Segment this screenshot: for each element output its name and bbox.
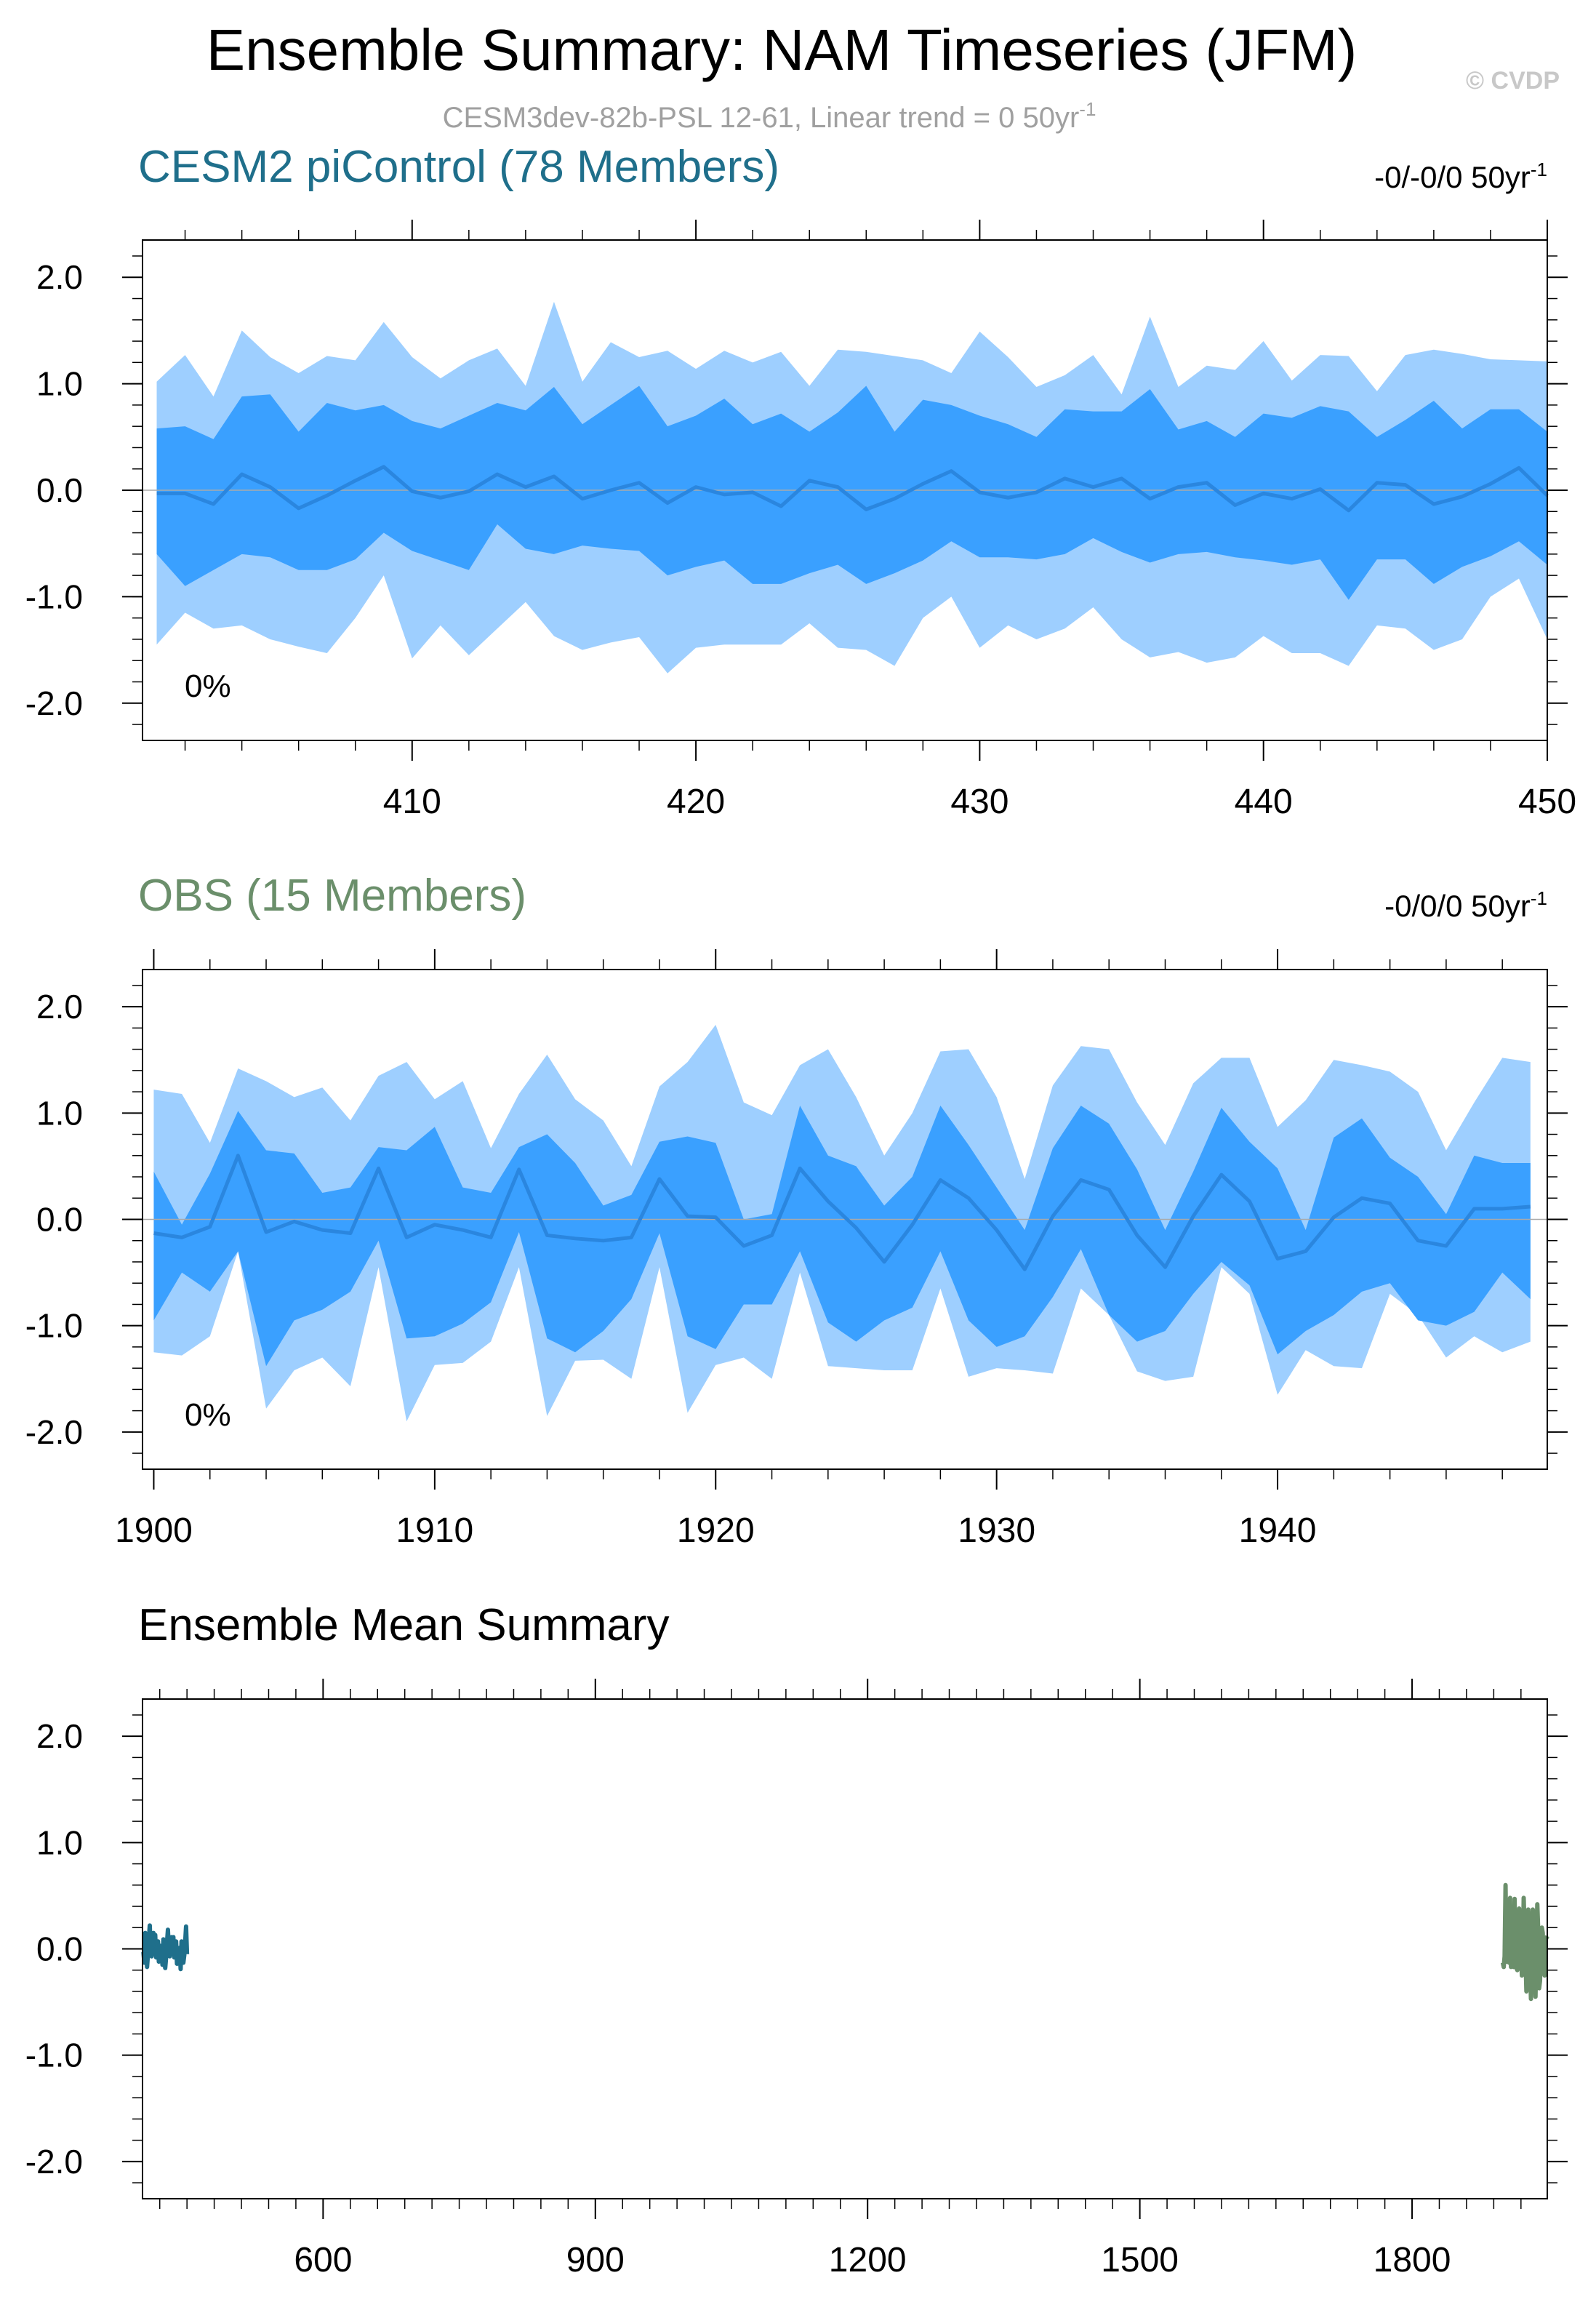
x-tick-label: 1920 bbox=[677, 1511, 755, 1550]
y-tick-label: 1.0 bbox=[36, 1823, 83, 1861]
obs-ensemble-panel: OBS (15 Members) -0/0/0 50yr-1 0% 2.0 1.0 0… bbox=[25, 871, 1568, 1550]
x-tick-label: 1800 bbox=[1374, 2241, 1451, 2279]
y-tick-label: 1.0 bbox=[36, 365, 83, 403]
y-tick-label: -2.0 bbox=[25, 2143, 83, 2181]
obs-trend-superscript: -1 bbox=[1531, 887, 1547, 909]
x-tick-label: 600 bbox=[294, 2241, 352, 2279]
model-ensemble-panel: CESM2 piControl (78 Members) -0/-0/0 50y… bbox=[25, 142, 1576, 821]
y-tick-label: 1.0 bbox=[36, 1094, 83, 1132]
x-tick-label: 410 bbox=[383, 783, 441, 821]
watermark: © CVDP bbox=[1466, 67, 1560, 95]
x-tick-label: 450 bbox=[1518, 783, 1576, 821]
x-tick-label: 420 bbox=[667, 783, 725, 821]
obs-trend-label: -0/0/0 50yr-1 bbox=[1384, 887, 1547, 923]
subtitle-superscript: -1 bbox=[1079, 98, 1096, 120]
y-tick-label: -1.0 bbox=[25, 1307, 83, 1345]
x-tick-label: 440 bbox=[1235, 783, 1293, 821]
x-tick-label: 1200 bbox=[829, 2241, 907, 2279]
model-trend-label: -0/-0/0 50yr-1 bbox=[1374, 159, 1547, 194]
y-tick-label: -2.0 bbox=[25, 1413, 83, 1451]
model-panel-title: CESM2 piControl (78 Members) bbox=[138, 142, 779, 192]
y-tick-label: -1.0 bbox=[25, 577, 83, 615]
x-tick-label: 430 bbox=[950, 783, 1008, 821]
ensemble-mean-panel: Ensemble Mean Summary 2.0 1.0 0.0 -1.0 -2.0 6… bbox=[25, 1600, 1568, 2279]
obs-mean-series bbox=[1500, 1882, 1549, 2002]
x-tick-label: 1900 bbox=[115, 1511, 193, 1550]
y-tick-label: -2.0 bbox=[25, 684, 83, 722]
model-trend-superscript: -1 bbox=[1531, 159, 1547, 180]
x-tick-label: 1500 bbox=[1101, 2241, 1179, 2279]
inner-range-band bbox=[153, 1106, 1531, 1367]
percent-label: 0% bbox=[185, 668, 231, 704]
percent-label: 0% bbox=[185, 1397, 231, 1433]
obs-trend-text: -0/0/0 50yr bbox=[1384, 889, 1531, 923]
x-tick-label: 1940 bbox=[1239, 1511, 1317, 1550]
y-tick-label: -1.0 bbox=[25, 2037, 83, 2074]
y-tick-label: 2.0 bbox=[36, 988, 83, 1026]
x-tick-label: 900 bbox=[566, 2241, 625, 2279]
y-tick-label: 2.0 bbox=[36, 258, 83, 296]
obs-panel-title: OBS (15 Members) bbox=[138, 871, 526, 921]
summary-panel-title: Ensemble Mean Summary bbox=[138, 1600, 670, 1650]
y-tick-label: 0.0 bbox=[36, 1930, 83, 1968]
y-tick-label: 2.0 bbox=[36, 1717, 83, 1755]
ensemble-mean-line bbox=[156, 465, 1549, 513]
x-tick-label: 1910 bbox=[396, 1511, 473, 1550]
y-tick-label: 0.0 bbox=[36, 1201, 83, 1239]
subtitle: CESM3dev-82b-PSL 12-61, Linear trend = 0… bbox=[443, 98, 1096, 134]
plot-frame bbox=[142, 1698, 1548, 2199]
model-mean-series bbox=[141, 1923, 190, 1972]
subtitle-text: CESM3dev-82b-PSL 12-61, Linear trend = 0… bbox=[443, 102, 1080, 134]
inner-range-band bbox=[156, 385, 1547, 600]
ensemble-mean-line bbox=[153, 1154, 1531, 1271]
model-trend-text: -0/-0/0 50yr bbox=[1374, 160, 1531, 194]
x-tick-label: 1930 bbox=[958, 1511, 1035, 1550]
main-title: Ensemble Summary: NAM Timeseries (JFM) bbox=[206, 17, 1357, 82]
y-tick-label: 0.0 bbox=[36, 471, 83, 509]
